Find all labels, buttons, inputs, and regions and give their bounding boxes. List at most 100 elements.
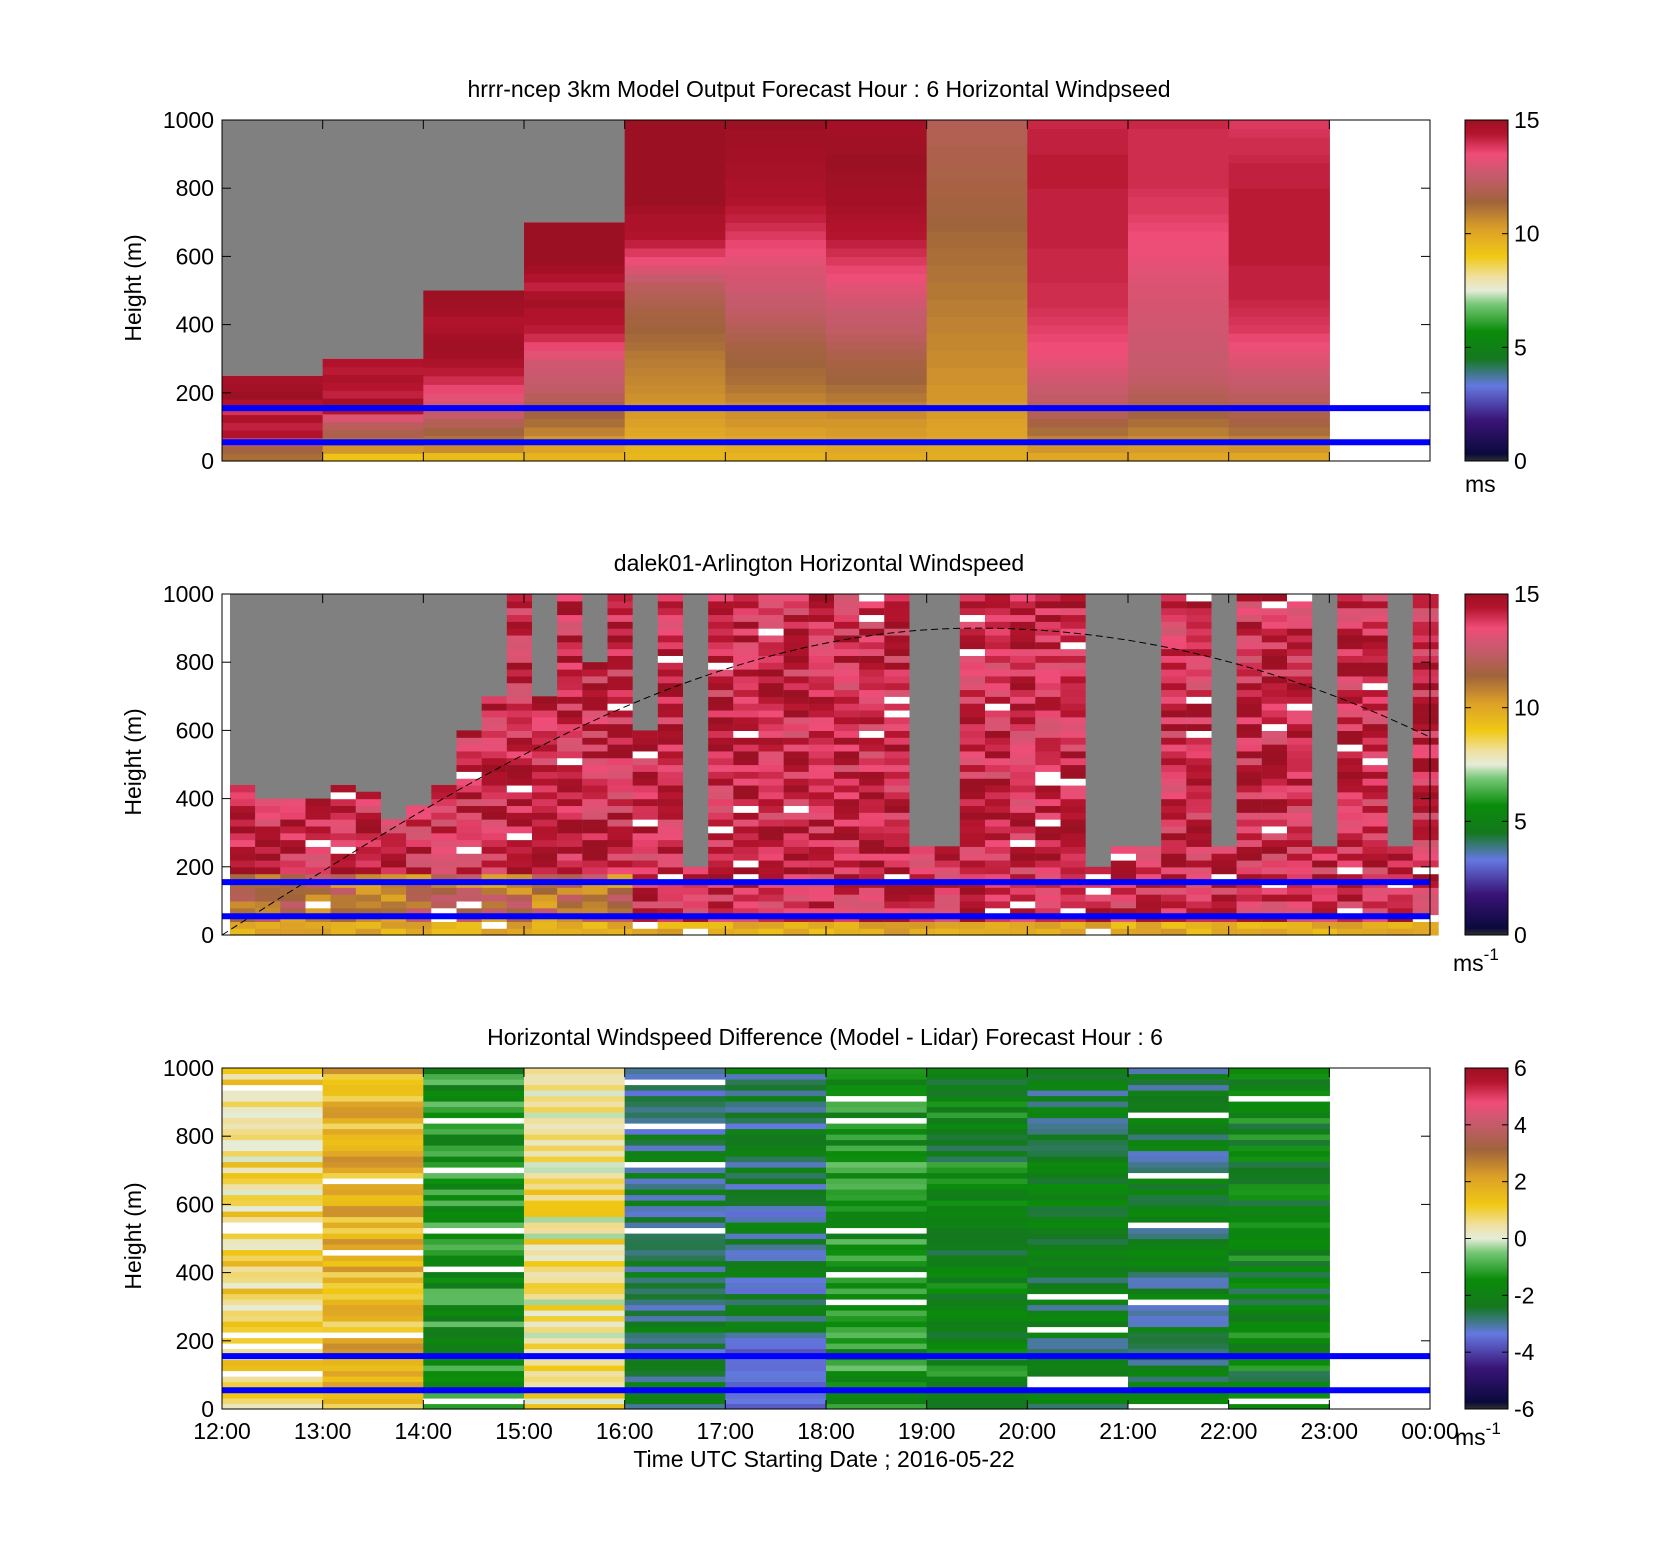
heatmap-cell xyxy=(1261,737,1288,745)
heatmap-cell xyxy=(1128,1260,1230,1267)
heatmap-cell xyxy=(624,333,726,343)
heatmap-cell xyxy=(657,921,684,929)
heatmap-cell xyxy=(1412,757,1439,766)
heatmap-cell xyxy=(423,1084,525,1091)
heatmap-cell xyxy=(834,853,860,861)
heatmap-cell xyxy=(280,921,307,929)
heatmap-cell xyxy=(708,819,734,827)
heatmap-cell xyxy=(1027,256,1129,266)
heatmap-cell xyxy=(1261,675,1288,684)
heatmap-cell xyxy=(632,900,659,909)
heatmap-cell xyxy=(1027,1282,1129,1289)
heatmap-cell xyxy=(423,1150,525,1157)
heatmap-cell xyxy=(582,866,609,875)
heatmap-cell xyxy=(859,648,885,656)
heatmap-cell xyxy=(808,641,835,650)
heatmap-cell xyxy=(884,614,911,622)
heatmap-cell xyxy=(1337,744,1364,752)
heatmap-cell xyxy=(783,839,810,847)
heatmap-cell xyxy=(1128,1150,1230,1157)
heatmap-cell xyxy=(959,764,986,772)
heatmap-cell xyxy=(456,784,483,793)
heatmap-cell xyxy=(330,784,357,793)
heatmap-cell xyxy=(524,1183,626,1190)
heatmap-cell xyxy=(1228,1183,1330,1190)
heatmap-cell xyxy=(909,894,936,902)
heatmap-cell xyxy=(826,1233,928,1240)
heatmap-cell xyxy=(524,1260,626,1267)
heatmap-cell xyxy=(926,162,1028,172)
heatmap-cell xyxy=(1010,798,1036,807)
heatmap-cell xyxy=(826,341,928,351)
heatmap-cell xyxy=(1186,737,1213,745)
heatmap-cell xyxy=(657,716,684,725)
heatmap-cell xyxy=(783,859,810,868)
heatmap-cell xyxy=(1261,723,1288,731)
heatmap-cell xyxy=(1027,120,1129,130)
heatmap-cell xyxy=(1085,873,1112,882)
heatmap-cell xyxy=(725,426,827,437)
heatmap-cell xyxy=(607,730,634,738)
heatmap-cell xyxy=(1010,737,1036,745)
heatmap-cell xyxy=(456,887,483,895)
heatmap-cell xyxy=(826,1392,928,1399)
heatmap-cell xyxy=(926,120,1028,130)
heatmap-cell xyxy=(524,1145,626,1152)
heatmap-cell xyxy=(959,900,986,909)
heatmap-cell xyxy=(1261,600,1288,609)
heatmap-cell xyxy=(355,846,382,854)
heatmap-cell xyxy=(1027,188,1129,198)
heatmap-cell xyxy=(783,894,810,902)
heatmap-cell xyxy=(758,641,785,650)
heatmap-cell xyxy=(1287,669,1313,677)
heatmap-cell xyxy=(506,696,533,704)
heatmap-cell xyxy=(683,866,709,875)
heatmap-cell xyxy=(1010,900,1036,909)
heatmap-cell xyxy=(1287,894,1313,902)
heatmap-cell xyxy=(926,392,1028,402)
heatmap-cell xyxy=(683,887,709,895)
heatmap-cell xyxy=(1186,819,1213,827)
heatmap-cell xyxy=(1035,805,1062,813)
heatmap-cell xyxy=(859,682,885,691)
heatmap-cell xyxy=(1287,648,1313,656)
heatmap-cell xyxy=(1287,887,1313,895)
heatmap-cell xyxy=(524,316,626,326)
heatmap-cell xyxy=(1027,1183,1129,1190)
heatmap-cell xyxy=(926,1376,1028,1383)
heatmap-cell xyxy=(985,655,1011,663)
heatmap-cell xyxy=(926,1348,1028,1355)
heatmap-cell xyxy=(985,757,1011,766)
heatmap-cell xyxy=(725,350,827,360)
heatmap-cell xyxy=(624,1293,726,1300)
heatmap-cell xyxy=(624,1398,726,1405)
heatmap-cell xyxy=(1060,600,1087,609)
heatmap-cell xyxy=(733,744,760,752)
heatmap-cell xyxy=(1161,641,1187,650)
heatmap-cell xyxy=(884,716,911,725)
heatmap-cell xyxy=(733,737,760,745)
heatmap-cell xyxy=(632,784,659,793)
heatmap-cell xyxy=(1287,628,1313,636)
heatmap-cell xyxy=(959,873,986,882)
heatmap-cell xyxy=(423,1293,525,1300)
heatmap-cell xyxy=(657,662,684,670)
heatmap-cell xyxy=(733,703,760,711)
heatmap-cell xyxy=(506,682,533,691)
heatmap-cell xyxy=(506,928,533,936)
heatmap-cell xyxy=(959,839,986,847)
heatmap-cell xyxy=(624,1266,726,1273)
heatmap-cell xyxy=(826,1271,928,1278)
heatmap-cell xyxy=(1412,669,1439,677)
heatmap-cell xyxy=(230,784,256,793)
heatmap-cell xyxy=(1228,188,1330,198)
heatmap-cell xyxy=(926,1200,1028,1207)
heatmap-cell xyxy=(783,662,810,670)
heatmap-cell xyxy=(1161,757,1187,766)
heatmap-cell xyxy=(808,894,835,902)
heatmap-cell xyxy=(624,1068,726,1075)
heatmap-cell xyxy=(222,1332,324,1339)
heatmap-cell xyxy=(725,120,827,130)
heatmap-cell xyxy=(506,900,533,909)
heatmap-cell xyxy=(524,1304,626,1311)
